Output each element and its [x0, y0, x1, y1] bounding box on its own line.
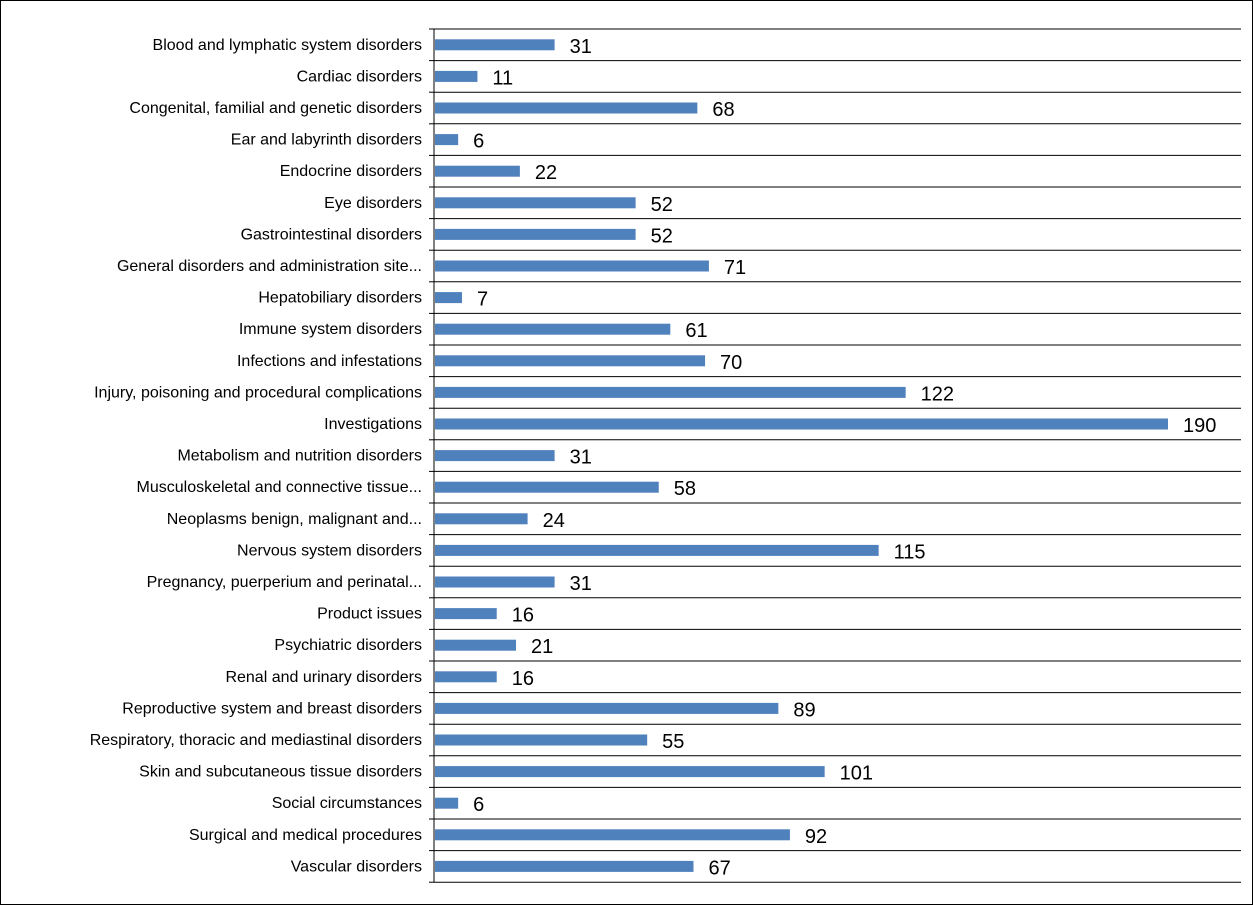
category-label: Vascular disorders: [291, 858, 422, 875]
value-label: 89: [793, 699, 815, 721]
value-label: 101: [840, 763, 873, 785]
bar: [435, 39, 555, 50]
category-label: Infections and infestations: [237, 353, 422, 370]
bar: [435, 861, 693, 872]
category-label: Respiratory, thoracic and mediastinal di…: [90, 732, 422, 749]
category-label: Nervous system disorders: [237, 542, 422, 559]
value-label: 16: [512, 605, 534, 627]
bar: [435, 134, 458, 145]
value-label: 22: [535, 162, 557, 184]
value-label: 21: [531, 636, 553, 658]
value-label: 92: [805, 826, 827, 848]
category-label: Gastrointestinal disorders: [241, 226, 422, 243]
category-label: Injury, poisoning and procedural complic…: [94, 384, 422, 401]
bar: [435, 829, 790, 840]
bar: [435, 450, 555, 461]
category-label: Surgical and medical procedures: [189, 827, 422, 844]
category-label: General disorders and administration sit…: [117, 258, 422, 275]
value-label: 61: [685, 320, 707, 342]
category-label: Metabolism and nutrition disorders: [177, 448, 422, 465]
value-label: 7: [477, 289, 488, 311]
value-label: 31: [570, 36, 592, 58]
category-label: Hepatobiliary disorders: [258, 290, 422, 307]
category-label: Musculoskeletal and connective tissue...: [137, 479, 422, 496]
value-label: 16: [512, 668, 534, 690]
category-label: Social circumstances: [272, 795, 422, 812]
bar: [435, 229, 636, 240]
bar: [435, 482, 659, 493]
value-label: 71: [724, 257, 746, 279]
category-label: Pregnancy, puerperium and perinatal...: [147, 574, 422, 591]
category-label: Ear and labyrinth disorders: [231, 132, 422, 149]
category-label: Psychiatric disorders: [274, 637, 422, 654]
bar: [435, 197, 636, 208]
bar: [435, 640, 516, 651]
value-label: 31: [570, 573, 592, 595]
bar: [435, 513, 528, 524]
value-label: 52: [651, 225, 673, 247]
value-label: 52: [651, 194, 673, 216]
value-label: 190: [1183, 415, 1216, 437]
bar: [435, 735, 647, 746]
bar: [435, 261, 709, 272]
category-label: Product issues: [317, 606, 422, 623]
bar: [435, 71, 477, 82]
category-label: Immune system disorders: [239, 321, 422, 338]
category-label: Endocrine disorders: [280, 163, 422, 180]
value-label: 11: [492, 67, 513, 89]
category-label: Eye disorders: [324, 195, 422, 212]
bar: [435, 166, 520, 177]
category-label: Reproductive system and breast disorders: [122, 700, 422, 717]
value-label: 31: [570, 447, 592, 469]
value-label: 55: [662, 731, 684, 753]
value-label: 70: [720, 352, 742, 374]
bar: [435, 577, 555, 588]
bar: [435, 545, 879, 556]
category-label: Neoplasms benign, malignant and...: [167, 511, 422, 528]
category-label: Renal and urinary disorders: [225, 669, 422, 686]
value-label: 115: [894, 541, 926, 563]
value-label: 122: [921, 383, 954, 405]
bar: [435, 355, 705, 366]
bar: [435, 766, 825, 777]
value-label: 58: [674, 478, 696, 500]
bar: [435, 324, 670, 335]
category-label: Blood and lymphatic system disorders: [153, 37, 422, 54]
bar: [435, 292, 462, 303]
category-label: Skin and subcutaneous tissue disorders: [139, 764, 422, 781]
bar: [435, 387, 906, 398]
value-label: 6: [473, 794, 484, 816]
bar: [435, 419, 1168, 430]
category-label: Congenital, familial and genetic disorde…: [129, 100, 422, 117]
value-label: 24: [543, 510, 565, 532]
bar: [435, 703, 778, 714]
value-label: 67: [708, 857, 730, 879]
bar: [435, 103, 697, 114]
category-label: Cardiac disorders: [297, 68, 422, 85]
bar: [435, 671, 497, 682]
category-label: Investigations: [324, 416, 422, 433]
bar: [435, 608, 497, 619]
value-label: 6: [473, 131, 484, 153]
value-label: 68: [712, 99, 734, 121]
bar: [435, 798, 458, 809]
